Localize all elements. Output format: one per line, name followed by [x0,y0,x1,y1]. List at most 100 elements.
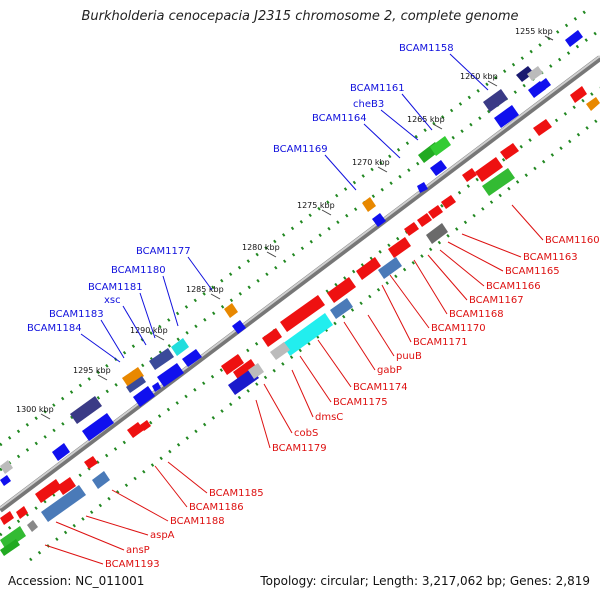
gene-label-forward[interactable]: BCAM1169 [273,144,328,155]
gene-label-reverse[interactable]: ansP [126,545,150,556]
gene-arrow-reverse[interactable] [127,422,144,438]
gene-label-reverse[interactable]: dmsC [315,412,343,423]
gene-label-forward[interactable]: BCAM1184 [27,323,82,334]
gene-label-reverse[interactable]: BCAM1166 [486,281,541,292]
gene-box-forward[interactable] [224,303,238,318]
gene-arrow-forward[interactable] [494,105,519,128]
gene-label-forward[interactable]: cheB3 [353,99,384,110]
gene-arrow-reverse[interactable] [356,257,381,280]
gene-label-reverse[interactable]: BCAM1185 [209,488,264,499]
gene-label-reverse[interactable]: BCAM1165 [505,266,560,277]
gene-label-reverse[interactable]: BCAM1175 [333,397,388,408]
gene-label-reverse[interactable]: BCAM1171 [413,337,468,348]
gene-arrow-reverse[interactable] [140,420,151,431]
gene-arrow-reverse[interactable] [35,479,62,503]
gene-label-reverse[interactable]: BCAM1179 [272,443,327,454]
gene-box-forward[interactable] [70,396,102,424]
gene-label-reverse[interactable]: puuB [396,351,422,362]
gene-label-reverse[interactable]: BCAM1193 [105,559,160,570]
gene-label-reverse[interactable]: BCAM1168 [449,309,504,320]
accession-label: Accession: NC_011001 [8,574,145,588]
gene-arrow-forward[interactable] [157,363,184,387]
gene-box-reverse[interactable] [248,363,264,379]
gene-label-forward[interactable]: BCAM1181 [88,282,143,293]
gene-label-reverse[interactable]: BCAM1167 [469,295,524,306]
gene-box-forward[interactable] [527,66,543,81]
gene-arrow-forward[interactable] [182,349,202,367]
gene-label-reverse[interactable]: aspA [150,530,175,541]
gene-arrow-forward[interactable] [52,443,70,461]
gene-arrow-reverse[interactable] [570,86,587,103]
gene-label-reverse[interactable]: BCAM1188 [170,516,225,527]
gene-arrow-forward[interactable] [565,30,583,47]
gene-box-forward[interactable] [171,338,189,356]
tick-label: 1290 kbp [130,326,168,335]
gene-arrow-reverse[interactable] [533,119,552,136]
gene-label-forward[interactable]: BCAM1183 [49,309,104,320]
gene-arrow-reverse[interactable] [428,205,443,219]
gene-label-reverse[interactable]: BCAM1160 [545,235,600,246]
gene-box-forward[interactable] [430,136,451,156]
gene-box-forward[interactable] [122,367,144,387]
gene-arrow-reverse[interactable] [388,237,411,258]
gene-box-reverse[interactable] [378,257,402,279]
gene-box-forward[interactable] [149,348,174,370]
gene-arrow-reverse[interactable] [280,295,325,332]
gene-box-forward[interactable] [126,376,146,393]
gene-box-reverse[interactable] [482,168,515,196]
gene-box-reverse[interactable] [92,471,110,489]
gene-label-reverse[interactable]: gabP [377,365,402,376]
gene-arrow-forward[interactable] [538,78,551,91]
gene-box-reverse[interactable] [27,520,38,532]
gene-arrow-reverse[interactable] [262,328,282,347]
gene-arrow-forward[interactable] [82,413,114,441]
gene-arrow-forward[interactable] [417,182,428,193]
chromosome-backbone [0,55,600,513]
gene-arrow-reverse[interactable] [57,477,76,495]
gene-box-reverse[interactable] [41,485,86,522]
gene-arrow-forward[interactable] [0,475,11,486]
gene-box-forward[interactable] [516,66,534,82]
gene-box-reverse[interactable] [586,97,600,111]
gene-box-reverse[interactable] [0,539,20,556]
gene-arrow-forward[interactable] [152,382,161,392]
gene-box-reverse[interactable] [282,313,333,356]
gene-box-reverse[interactable] [270,342,290,360]
gene-arrow-reverse[interactable] [441,195,456,209]
gene-box-reverse[interactable] [0,526,26,550]
gene-arrow-reverse[interactable] [475,157,503,182]
gene-label-forward[interactable]: BCAM1161 [350,83,405,94]
gene-label-reverse[interactable]: BCAM1174 [353,382,408,393]
gene-label-forward[interactable]: xsc [104,295,121,306]
gene-box-reverse[interactable] [426,223,448,244]
gene-arrow-reverse[interactable] [0,511,14,525]
gene-box-forward[interactable] [0,460,13,474]
gene-label-reverse[interactable]: BCAM1186 [189,502,244,513]
gene-box-forward[interactable] [362,197,376,212]
gene-arrow-reverse[interactable] [500,143,519,160]
gene-label-reverse[interactable]: cobS [294,428,318,439]
gene-label-forward[interactable]: BCAM1158 [399,43,454,54]
gene-arrow-forward[interactable] [372,213,386,227]
gene-arrow-reverse[interactable] [327,277,356,303]
gene-features [0,30,600,556]
gene-arrow-reverse[interactable] [404,222,419,236]
gene-label-forward[interactable]: BCAM1164 [312,113,367,124]
gene-arrow-forward[interactable] [232,320,246,334]
gene-arrow-forward[interactable] [430,160,447,176]
gene-arrow-reverse[interactable] [84,456,98,469]
gene-box-reverse[interactable] [330,298,353,319]
gene-label-forward[interactable]: BCAM1180 [111,265,166,276]
gene-label-reverse[interactable]: BCAM1170 [431,323,486,334]
gene-arrow-reverse[interactable] [462,168,477,182]
gene-arrow-reverse[interactable] [221,354,244,375]
gene-arrow-forward[interactable] [133,386,155,407]
gene-arrow-reverse[interactable] [16,506,28,519]
gene-arrow-reverse[interactable] [417,213,432,227]
gene-arrow-reverse[interactable] [233,359,257,381]
gene-label-reverse[interactable]: BCAM1163 [523,252,578,263]
gene-box-forward[interactable] [483,89,508,112]
gene-label-forward[interactable]: BCAM1177 [136,246,191,257]
